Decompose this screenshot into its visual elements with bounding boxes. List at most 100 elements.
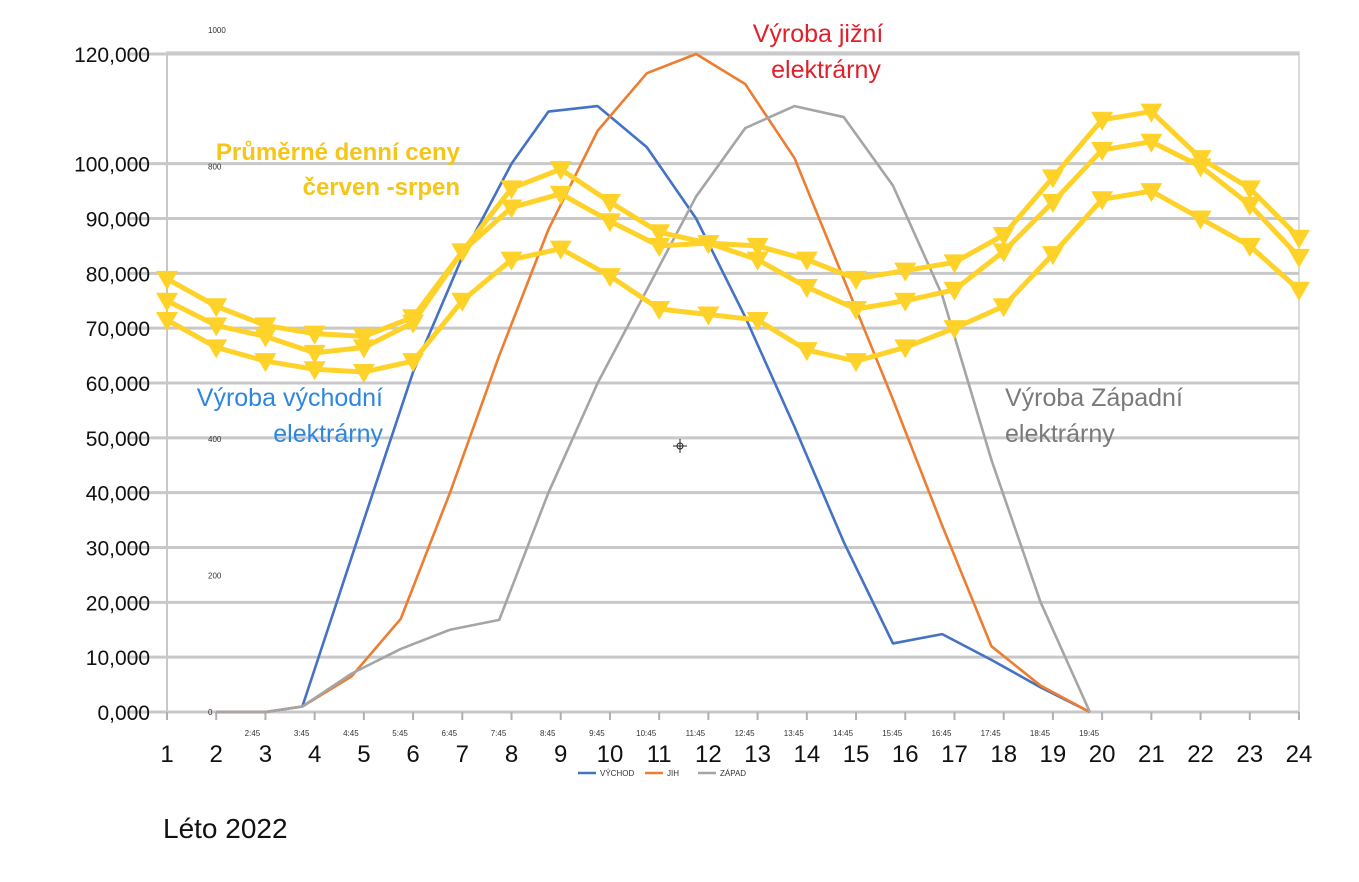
price-marker (795, 251, 818, 271)
price-marker (1140, 133, 1163, 153)
price-marker (697, 235, 720, 255)
x-minor-label: 19:45 (1079, 729, 1100, 738)
x-minor-label: 5:45 (392, 729, 408, 738)
secondary-axis-label: 200 (208, 572, 222, 581)
x-tick-label: 14 (793, 741, 820, 768)
y-tick-label: 70,000 (86, 318, 150, 341)
price-marker (451, 292, 474, 312)
price-marker (598, 268, 621, 288)
annotation-south-line2: elektrárny (771, 56, 881, 84)
price-marker (402, 353, 425, 373)
series-line-západ (216, 104, 1092, 714)
x-minor-label: 3:45 (294, 729, 310, 738)
x-minor-label: 7:45 (491, 729, 507, 738)
series-line-jih (216, 52, 1091, 714)
y-tick-label: 120,000 (74, 44, 150, 67)
grid-lines (128, 51, 1300, 714)
price-marker (303, 361, 326, 381)
price-marker (992, 243, 1015, 263)
price-marker (1140, 183, 1163, 203)
price-marker (894, 292, 917, 312)
x-minor-label: 10:45 (636, 729, 657, 738)
x-tick-label: 1 (160, 741, 173, 768)
price-marker (303, 325, 326, 345)
price-marker (795, 279, 818, 299)
x-minor-label: 8:45 (540, 729, 556, 738)
secondary-axis-label: 400 (208, 435, 222, 444)
price-marker (1041, 169, 1064, 189)
annotation-prices: Průměrné denní ceny červen -srpen (216, 139, 461, 201)
x-tick-label: 15 (843, 741, 870, 768)
price-marker (845, 270, 868, 290)
price-marker (549, 161, 572, 181)
price-marker (1288, 281, 1310, 301)
y-axis-ticks: 0,000 10,000 20,000 30,000 40,000 50,000 60,00… (74, 44, 150, 725)
price-marker (402, 314, 425, 334)
legend-label: ZÁPAD (720, 769, 746, 778)
series-line-price-high (165, 109, 1301, 339)
price-marker (1288, 229, 1310, 249)
y-tick-label: 20,000 (86, 592, 150, 615)
price-marker (500, 251, 523, 271)
annotation-east-line1: Výroba východní (197, 384, 383, 412)
price-marker (648, 237, 671, 257)
x-tick-label: 4 (308, 741, 321, 768)
x-minor-label: 2:45 (245, 729, 261, 738)
annotation-prices-line1: Průměrné denní ceny (216, 139, 461, 166)
price-marker (549, 240, 572, 260)
x-tick-label: 9 (554, 741, 567, 768)
annotation-east-line2: elektrárny (273, 420, 383, 448)
y-tick-label: 80,000 (86, 263, 150, 286)
price-marker (1238, 237, 1261, 257)
x-tick-label: 16 (892, 741, 919, 768)
price-marker (205, 298, 228, 318)
price-marker (156, 270, 178, 290)
y-tick-label: 10,000 (86, 647, 150, 670)
x-axis-ticks: 1 2 3 4 5 6 7 8 9 10 11 12 13 14 15 16 17 18 19 20 21 22 23 24 (160, 712, 1312, 768)
production-series (216, 52, 1092, 714)
legend-label: JIH (667, 769, 679, 778)
secondary-axis-label: 800 (208, 162, 222, 171)
y-tick-label: 90,000 (86, 209, 150, 232)
price-marker (1189, 210, 1212, 230)
price-marker (1041, 194, 1064, 214)
x-minor-label: 9:45 (589, 729, 605, 738)
price-marker (156, 292, 178, 312)
price-series (156, 103, 1310, 384)
annotation-west-line1: Výroba Západní (1005, 384, 1183, 412)
annotation-west: Výroba Západní elektrárny (1005, 384, 1183, 448)
secondary-axis-label: 1000 (208, 26, 226, 35)
x-minor-label: 15:45 (882, 729, 903, 738)
x-tick-label: 18 (990, 741, 1017, 768)
price-marker (648, 300, 671, 320)
price-marker (1238, 180, 1261, 200)
x-tick-label: 3 (259, 741, 272, 768)
price-marker (1238, 196, 1261, 216)
price-marker (352, 364, 375, 384)
price-marker (598, 213, 621, 233)
x-tick-label: 7 (456, 741, 469, 768)
x-tick-label: 12 (695, 741, 722, 768)
price-marker (1288, 248, 1310, 268)
series-line-price-mid (165, 139, 1301, 356)
price-marker (156, 311, 178, 331)
price-marker (746, 237, 769, 257)
x-tick-label: 10 (597, 741, 624, 768)
price-marker (205, 317, 228, 337)
secondary-axis-labels: 10008006004002000 (208, 26, 226, 717)
x-tick-label: 8 (505, 741, 518, 768)
x-tick-label: 11 (647, 741, 672, 768)
price-marker (1091, 141, 1114, 161)
price-marker (254, 353, 277, 373)
price-marker (598, 194, 621, 214)
price-marker (303, 344, 326, 364)
x-minor-label: 12:45 (735, 729, 756, 738)
price-marker (943, 254, 966, 274)
x-minor-label: 18:45 (1030, 729, 1051, 738)
y-tick-label: 60,000 (86, 373, 150, 396)
price-marker (1140, 103, 1163, 123)
price-marker (648, 224, 671, 244)
x-minor-label: 6:45 (442, 729, 458, 738)
price-marker (1189, 158, 1212, 178)
